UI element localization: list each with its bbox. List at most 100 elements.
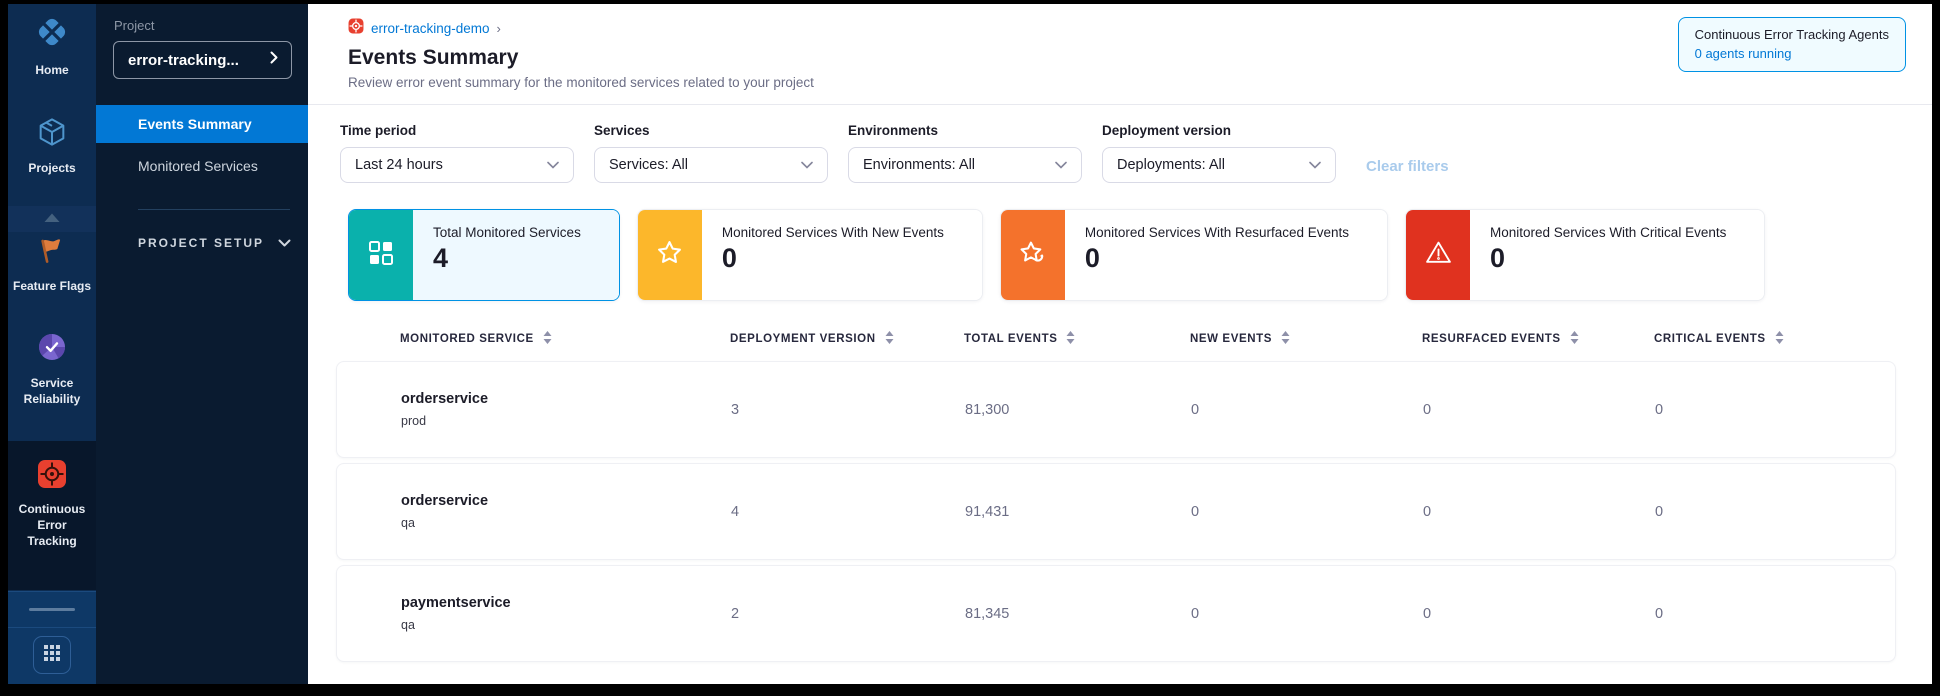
sidebar-item-label: Feature Flags [12,279,92,294]
nav-item-monitored-services[interactable]: Monitored Services [138,158,258,174]
sidebar-item-service-reliability[interactable]: Service Reliability [8,331,96,407]
page-title: Events Summary [348,46,519,69]
nav-item-events-summary[interactable]: Events Summary [96,105,308,143]
service-cell: orderservice qa [337,493,731,530]
card-value: 0 [1490,243,1506,273]
breadcrumb-project-link[interactable]: error-tracking-demo [371,21,490,36]
critical-events-cell: 0 [1655,401,1664,418]
card-value: 4 [433,243,449,273]
card-accent [1406,210,1471,300]
column-header-critical-events[interactable]: Critical Events [1654,330,1896,348]
clear-filters-button[interactable]: Clear filters [1366,158,1449,175]
star-icon [656,239,683,271]
service-name: orderservice [401,391,489,407]
filter-environments: Environments Environments: All [848,123,1082,183]
sort-icon[interactable] [1569,330,1580,348]
project-selector[interactable]: error-tracking... [113,41,292,79]
breadcrumb: error-tracking-demo › [348,18,1908,39]
card-label: Monitored Services With Resurfaced Event… [1084,225,1350,240]
nav-divider [138,209,290,210]
stat-card-critical-events[interactable]: Monitored Services With Critical Events … [1405,209,1766,301]
chevron-right-icon [270,51,279,69]
filter-label: Environments [848,123,939,138]
table-row[interactable]: orderservice prod 3 81,300 0 0 0 [336,361,1896,458]
select-value: Last 24 hours [355,157,443,173]
deployment-version-cell: 3 [731,401,740,418]
chevron-down-icon [801,156,813,174]
module-picker-button[interactable] [33,636,71,674]
sort-icon[interactable] [542,330,553,348]
column-header-monitored-service[interactable]: Monitored Service [336,330,730,348]
chevron-down-icon [278,236,291,250]
column-header-total-events[interactable]: Total Events [964,330,1190,348]
warning-triangle-icon [1425,239,1452,271]
card-accent [637,210,702,300]
events-table: Monitored Service Deployment Version Tot… [336,317,1896,662]
cube-icon [36,116,68,153]
sort-icon[interactable] [1065,330,1076,348]
card-value: 0 [721,243,737,273]
select-value: Services: All [609,157,688,173]
column-header-deployment-version[interactable]: Deployment Version [730,330,964,348]
sort-icon[interactable] [1280,330,1291,348]
project-selector-value: error-tracking... [128,51,239,69]
stat-card-resurfaced-events[interactable]: Monitored Services With Resurfaced Event… [999,209,1389,301]
sidebar-scroll-up[interactable] [8,206,96,233]
agents-status-card[interactable]: Continuous Error Tracking Agents 0 agent… [1677,17,1906,72]
column-label: Critical Events [1654,333,1766,345]
time-period-select[interactable]: Last 24 hours [340,147,574,183]
table-row[interactable]: orderservice qa 4 91,431 0 0 0 [336,463,1896,560]
chevron-down-icon [1309,156,1321,174]
column-header-resurfaced-events[interactable]: Resurfaced Events [1422,330,1654,348]
sidebar-bottom-section [8,591,96,684]
filter-label: Deployment version [1102,123,1232,138]
sidebar-item-projects[interactable]: Projects [8,116,96,176]
deployments-select[interactable]: Deployments: All [1102,147,1336,183]
sidebar-item-continuous-error-tracking[interactable]: Continuous Error Tracking [8,459,96,550]
filter-label: Services [594,123,650,138]
column-label: Total Events [964,333,1058,345]
table-row[interactable]: paymentservice qa 2 81,345 0 0 0 [336,565,1896,662]
sort-icon[interactable] [884,330,895,348]
chevron-down-icon [1055,156,1067,174]
card-value: 0 [1084,243,1100,273]
filter-deployment-version: Deployment version Deployments: All [1102,123,1336,183]
agents-running-link[interactable]: 0 agents running [1694,46,1792,61]
card-label: Monitored Services With New Events [721,225,944,240]
sidebar-item-home[interactable]: Home [8,14,96,78]
column-header-new-events[interactable]: New Events [1190,330,1422,348]
resurfaced-events-cell: 0 [1423,503,1432,520]
reliability-icon [36,331,68,368]
sort-icon[interactable] [1774,330,1785,348]
grid-icon [368,240,394,271]
deployment-version-cell: 4 [731,503,740,520]
error-tracking-target-icon [37,459,67,494]
stat-cards-row: Total Monitored Services 4 Monitored Ser… [308,183,1932,301]
service-name: paymentservice [401,595,511,611]
column-label: Resurfaced Events [1422,333,1561,345]
service-name: orderservice [401,493,489,509]
sidebar-item-label: Projects [28,161,76,176]
services-select[interactable]: Services: All [594,147,828,183]
environments-select[interactable]: Environments: All [848,147,1082,183]
app-frame: Home Projects Feature Fl [8,4,1932,684]
resource-center-handle[interactable] [8,592,96,628]
stat-card-new-events[interactable]: Monitored Services With New Events 0 [636,209,983,301]
service-environment: qa [401,618,415,632]
filters-bar: Time period Last 24 hours Services Servi… [308,105,1932,183]
total-events-cell: 91,431 [965,503,1010,520]
card-label: Total Monitored Services [433,225,581,240]
sidebar-item-label: Service Reliability [23,375,81,406]
project-setup-toggle[interactable]: PROJECT SETUP [96,236,308,250]
grid-dots-icon [43,644,61,667]
agents-card-title: Continuous Error Tracking Agents [1694,27,1889,42]
card-label: Monitored Services With Critical Events [1490,225,1727,240]
sidebar-item-feature-flags[interactable]: Feature Flags [8,236,96,294]
service-environment: prod [401,414,427,428]
select-value: Deployments: All [1117,157,1225,173]
sidebar-item-label: Continuous Error Tracking [18,501,86,549]
total-events-cell: 81,345 [965,605,1010,622]
filter-label: Time period [340,123,417,138]
new-events-cell: 0 [1191,401,1200,418]
stat-card-total-monitored-services[interactable]: Total Monitored Services 4 [348,209,620,301]
